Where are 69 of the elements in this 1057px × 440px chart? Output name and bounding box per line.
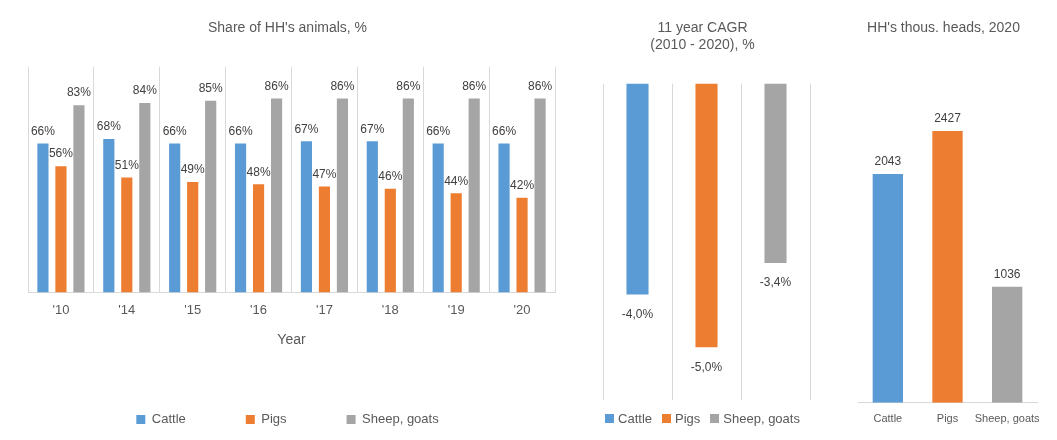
x-tick-label: '18 <box>381 301 399 317</box>
bar <box>121 177 133 293</box>
data-label: 42% <box>510 178 535 193</box>
data-label: 86% <box>264 78 289 93</box>
x-tick-label: Pigs <box>936 412 959 425</box>
bar <box>169 143 181 293</box>
bar <box>402 98 414 293</box>
data-label: 47% <box>312 166 337 181</box>
bar <box>73 105 85 293</box>
bar <box>37 143 49 293</box>
data-label: -3,4% <box>759 275 792 290</box>
data-label: 66% <box>426 123 451 138</box>
data-label: 68% <box>96 119 122 134</box>
bar <box>300 141 313 293</box>
data-label: 48% <box>246 164 271 179</box>
data-label: 83% <box>66 85 92 100</box>
data-label: 66% <box>30 123 56 138</box>
data-label: 2043 <box>874 154 902 169</box>
bar <box>270 98 283 293</box>
x-tick-label: '14 <box>118 301 136 317</box>
bar <box>205 100 217 293</box>
data-label: 66% <box>162 123 188 138</box>
data-label: 66% <box>492 123 517 138</box>
x-axis-title: Year <box>277 331 306 348</box>
data-label: 84% <box>132 83 158 98</box>
data-label: -4,0% <box>621 306 654 321</box>
bar <box>516 197 528 293</box>
data-label: 51% <box>114 157 140 172</box>
bar <box>468 98 480 293</box>
data-label: 86% <box>330 78 355 93</box>
bar <box>318 186 331 293</box>
bar <box>534 98 546 293</box>
data-label: 85% <box>198 80 224 95</box>
bar <box>336 98 349 293</box>
x-tick-label: '15 <box>184 301 202 317</box>
data-label: 86% <box>462 78 487 93</box>
x-tick-label: '10 <box>52 301 70 317</box>
bar <box>450 193 462 293</box>
bar <box>139 102 151 293</box>
bar <box>55 166 67 293</box>
chart-title: 11 year CAGR (2010 - 2020), % <box>650 19 755 53</box>
x-tick-label: '17 <box>315 301 333 317</box>
chart-title: Share of HH's animals, % <box>207 19 368 36</box>
data-label: 1036 <box>993 267 1021 282</box>
bar <box>432 143 444 293</box>
bar <box>498 143 510 293</box>
x-tick-label: '16 <box>250 301 268 317</box>
x-tick-label: '20 <box>513 301 531 317</box>
data-label: 86% <box>396 78 421 93</box>
bar <box>384 188 396 293</box>
bar <box>366 141 378 293</box>
bar <box>103 139 115 293</box>
data-label: 44% <box>444 173 469 188</box>
x-tick-label: '19 <box>447 301 465 317</box>
data-label: 2427 <box>934 111 962 126</box>
data-label: 67% <box>360 121 385 136</box>
data-label: 46% <box>378 169 403 184</box>
bar <box>187 181 199 293</box>
bar <box>252 184 265 293</box>
x-tick-label: Sheep, goats <box>974 412 1041 425</box>
data-label: 56% <box>48 146 74 161</box>
data-label: 49% <box>180 162 206 177</box>
bar <box>234 143 247 293</box>
data-label: 86% <box>528 78 553 93</box>
data-label: 67% <box>294 121 319 136</box>
data-label: 66% <box>228 123 253 138</box>
data-label: -5,0% <box>690 359 723 374</box>
chart-title: HH's thous. heads, 2020 <box>867 19 1021 36</box>
x-tick-label: Cattle <box>873 412 903 425</box>
